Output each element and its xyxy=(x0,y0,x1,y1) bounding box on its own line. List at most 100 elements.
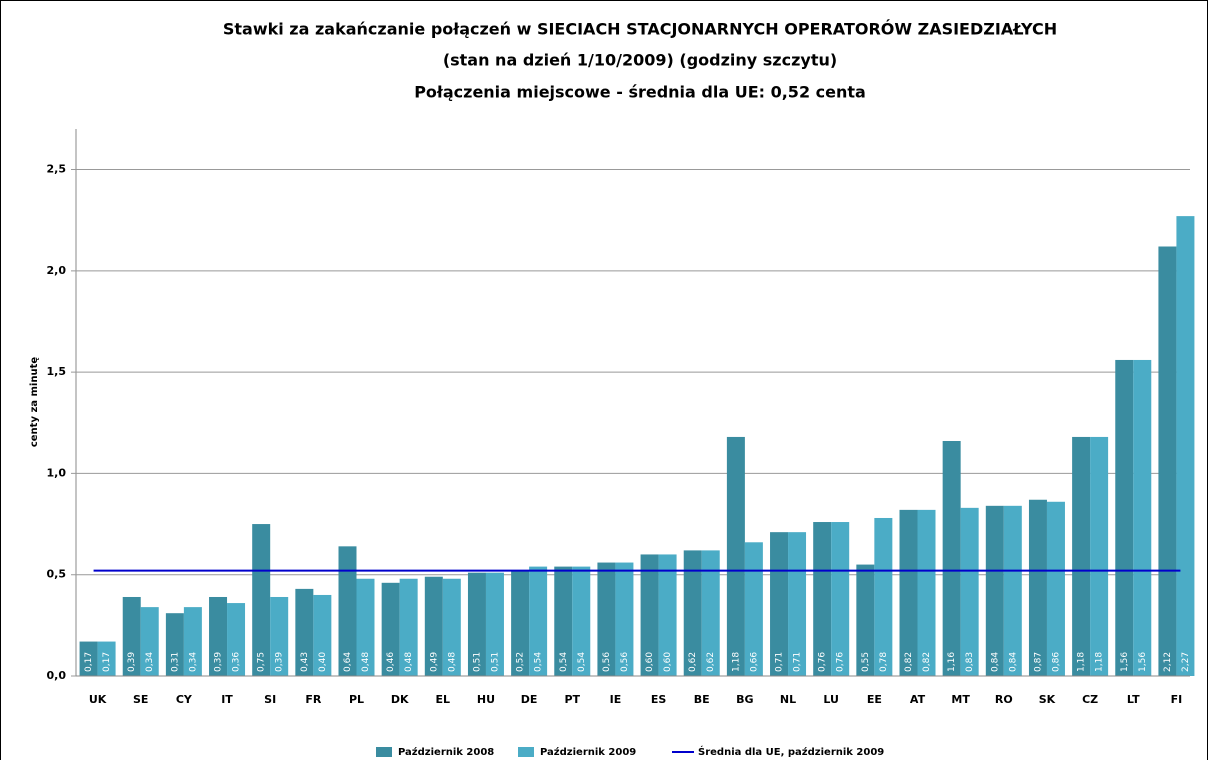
bar xyxy=(79,641,98,676)
value-label: 0,55 xyxy=(861,652,871,672)
x-tick-label: MT xyxy=(951,693,970,706)
x-tick-label: NL xyxy=(780,693,796,706)
y-tick-label: 0,0 xyxy=(47,669,67,682)
legend-label: Październik 2009 xyxy=(540,746,636,758)
value-label: 2,27 xyxy=(1181,652,1191,672)
bar xyxy=(485,572,504,676)
x-tick-label: RO xyxy=(995,693,1013,706)
bar xyxy=(874,517,893,676)
value-label: 0,36 xyxy=(232,652,242,672)
bar xyxy=(252,524,271,676)
value-label: 0,75 xyxy=(257,652,267,672)
value-label: 0,64 xyxy=(343,652,353,672)
value-label: 0,84 xyxy=(1008,652,1018,672)
value-label: 0,60 xyxy=(645,652,655,672)
bar xyxy=(183,607,202,676)
bar xyxy=(270,596,289,676)
x-tick-label: HU xyxy=(477,693,495,706)
value-label: 0,87 xyxy=(1033,652,1043,672)
bar xyxy=(572,566,591,676)
bar xyxy=(313,594,332,676)
bar xyxy=(1176,216,1195,677)
x-tick-label: AT xyxy=(910,693,926,706)
value-label: 0,34 xyxy=(188,652,198,672)
value-label: 0,62 xyxy=(688,652,698,672)
value-label: 0,48 xyxy=(361,652,371,672)
value-label: 0,76 xyxy=(818,652,828,672)
value-label: 0,39 xyxy=(127,652,137,672)
bar xyxy=(856,564,875,676)
bar xyxy=(1158,246,1177,676)
bar xyxy=(442,578,461,676)
value-label: 0,39 xyxy=(214,652,224,672)
bar xyxy=(640,554,659,676)
value-label: 0,48 xyxy=(404,652,414,672)
bar xyxy=(1046,501,1065,676)
bar xyxy=(165,613,184,676)
bar xyxy=(356,578,375,676)
x-tick-label: IE xyxy=(610,693,622,706)
bar xyxy=(658,554,677,676)
value-label: 0,78 xyxy=(879,652,889,672)
y-tick-label: 0,5 xyxy=(47,568,67,581)
bar xyxy=(1028,499,1047,676)
bar xyxy=(424,576,443,676)
x-tick-label: LT xyxy=(1127,693,1140,706)
x-tick-label: FI xyxy=(1171,693,1183,706)
legend-swatch xyxy=(376,747,392,757)
bar xyxy=(744,542,763,676)
bar xyxy=(615,562,634,676)
y-tick-label: 2,0 xyxy=(47,264,67,277)
x-tick-label: SE xyxy=(133,693,148,706)
x-tick-label: SK xyxy=(1039,693,1056,706)
value-label: 0,31 xyxy=(170,652,180,672)
value-label: 0,66 xyxy=(749,652,759,672)
bar xyxy=(899,509,918,676)
value-label: 0,62 xyxy=(706,652,716,672)
bar xyxy=(338,546,357,676)
bar xyxy=(467,572,486,676)
x-tick-label: EL xyxy=(436,693,451,706)
bar xyxy=(788,532,807,676)
value-label: 1,18 xyxy=(1077,652,1087,672)
bar xyxy=(1003,505,1022,676)
chart-title: Połączenia miejscowe - średnia dla UE: 0… xyxy=(414,83,866,102)
x-tick-label: DK xyxy=(391,693,409,706)
bar xyxy=(597,562,616,676)
bar xyxy=(701,550,720,676)
value-label: 0,17 xyxy=(84,652,94,672)
chart-title: Stawki za zakańczanie połączeń w SIECIAC… xyxy=(223,20,1057,39)
chart-title: (stan na dzień 1/10/2009) (godziny szczy… xyxy=(443,51,837,70)
value-label: 1,56 xyxy=(1120,652,1130,672)
value-label: 0,56 xyxy=(620,652,630,672)
value-label: 0,34 xyxy=(145,652,155,672)
value-label: 0,83 xyxy=(965,652,975,672)
bar xyxy=(1090,436,1109,676)
bar xyxy=(295,588,314,676)
value-label: 0,52 xyxy=(516,652,526,672)
bar xyxy=(831,522,850,676)
x-tick-label: CY xyxy=(176,693,193,706)
value-label: 0,86 xyxy=(1051,652,1061,672)
bar xyxy=(381,582,400,676)
bar xyxy=(1133,359,1152,676)
bar xyxy=(140,607,159,676)
bar xyxy=(942,440,961,676)
value-label: 0,51 xyxy=(472,652,482,672)
y-axis-label: centy za minutę xyxy=(29,357,40,448)
value-label: 1,16 xyxy=(947,652,957,672)
value-label: 1,56 xyxy=(1138,652,1148,672)
value-label: 2,12 xyxy=(1163,652,1173,672)
value-label: 0,60 xyxy=(663,652,673,672)
value-label: 0,84 xyxy=(990,652,1000,672)
x-tick-label: ES xyxy=(651,693,667,706)
y-tick-label: 1,5 xyxy=(47,365,67,378)
bar xyxy=(813,522,832,676)
x-tick-label: IT xyxy=(221,693,233,706)
value-label: 0,71 xyxy=(775,652,785,672)
value-label: 0,51 xyxy=(490,652,500,672)
x-tick-label: UK xyxy=(89,693,107,706)
value-label: 0,49 xyxy=(429,652,439,672)
